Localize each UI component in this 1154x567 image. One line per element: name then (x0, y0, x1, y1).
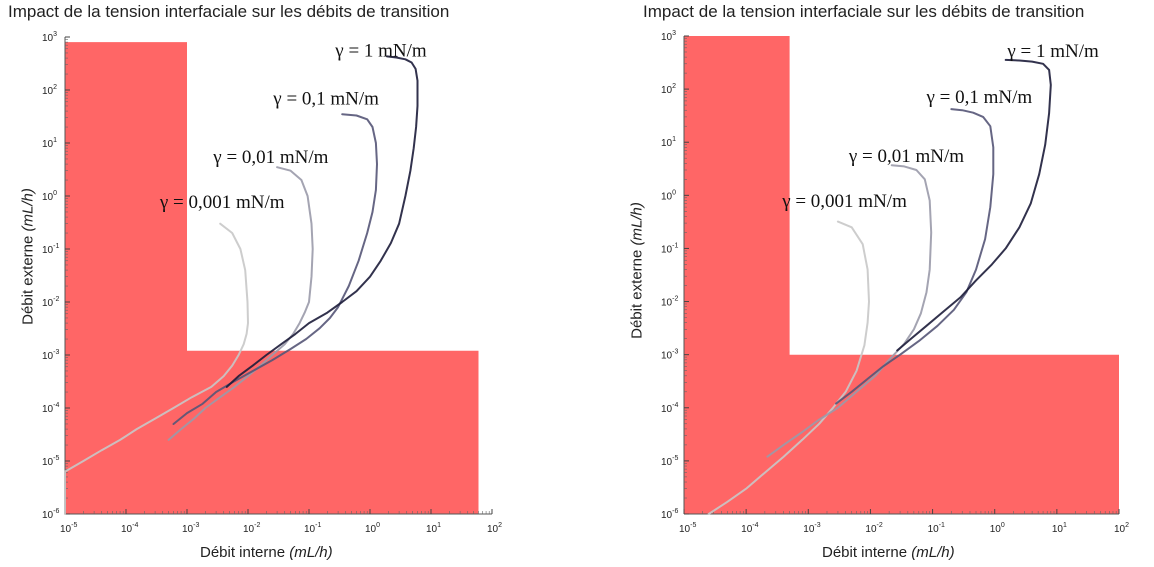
y-tick-label: 10-1 (661, 242, 678, 255)
x-axis-unit: (mL/h) (911, 544, 955, 561)
series-label: γ = 0,001 mN/m (781, 191, 907, 212)
x-axis-label: Débit interne (mL/h) (822, 544, 955, 561)
series-line (896, 58, 1052, 352)
x-tick-label: 10-3 (803, 522, 820, 535)
series-label: γ = 0,001 mN/m (159, 192, 285, 213)
y-tick-label: 102 (42, 84, 57, 97)
chart-plot-right: 10-5 10-4 10-3 10-2 10-1 100 101 10210-610-510-… (661, 30, 1129, 535)
shaded-region (65, 42, 479, 514)
series-label: γ = 0,01 mN/m (848, 146, 964, 167)
x-tick-label: 10-2 (243, 522, 260, 535)
x-tick-label: 101 (426, 522, 441, 535)
y-tick-label: 10-5 (661, 455, 678, 468)
x-tick-label: 10-1 (928, 522, 945, 535)
series-line (707, 220, 870, 515)
series-line (225, 55, 419, 388)
series-label: γ = 0,1 mN/m (272, 89, 379, 110)
y-tick-label: 101 (42, 137, 57, 150)
y-tick-label: 101 (661, 136, 676, 149)
series-line (766, 164, 933, 458)
y-tick-label: 103 (42, 31, 57, 44)
y-tick-label: 10-2 (661, 296, 678, 309)
x-tick-label: 102 (487, 522, 502, 535)
y-tick-label: 10-1 (42, 243, 59, 256)
chart-title: Impact de la tension interfaciale sur le… (643, 2, 1085, 21)
y-tick-label: 102 (661, 83, 676, 96)
y-tick-label: 100 (661, 189, 676, 202)
x-axis-unit: (mL/h) (289, 544, 333, 561)
x-axis-label: Débit interne (mL/h) (200, 544, 333, 561)
x-tick-label: 10-5 (679, 522, 696, 535)
x-tick-label: 10-2 (865, 522, 882, 535)
y-tick-label: 10-6 (42, 508, 59, 521)
x-tick-label: 102 (1114, 522, 1129, 535)
series-label: γ = 1 mN/m (1006, 41, 1099, 62)
x-axis-label-text: Débit interne (200, 544, 286, 561)
y-tick-label: 10-6 (661, 508, 678, 521)
series-label: γ = 0,01 mN/m (212, 147, 328, 168)
series-label: γ = 1 mN/m (334, 40, 427, 61)
x-tick-label: 10-4 (121, 522, 138, 535)
x-tick-label: 100 (990, 522, 1005, 535)
x-tick-label: 100 (365, 522, 380, 535)
chart-panel-right: Impact de la tension interfaciale sur le… (577, 0, 1154, 567)
y-tick-label: 10-5 (42, 455, 59, 468)
series-line (835, 108, 995, 405)
chart-panel-left: Impact de la tension interfaciale sur le… (8, 2, 502, 561)
x-tick-label: 10-3 (182, 522, 199, 535)
x-tick-label: 10-5 (60, 522, 77, 535)
x-tick-label: 10-1 (304, 522, 321, 535)
series-line (64, 222, 249, 515)
series-label: γ = 0,1 mN/m (926, 87, 1033, 108)
x-tick-label: 10-4 (741, 522, 758, 535)
y-tick-label: 10-4 (42, 402, 59, 415)
y-tick-label: 100 (42, 190, 57, 203)
y-tick-label: 10-3 (42, 349, 59, 362)
x-tick-label: 101 (1052, 522, 1067, 535)
y-tick-label: 10-3 (661, 349, 678, 362)
chart-plot-left: 10-5 10-4 10-3 10-2 10-1 100 101 10210-610-510-… (42, 31, 502, 535)
y-tick-label: 10-2 (42, 296, 59, 309)
x-axis-label-text: Débit interne (822, 544, 908, 561)
chart-title: Impact de la tension interfaciale sur le… (8, 2, 450, 21)
y-tick-label: 10-4 (661, 402, 678, 415)
shaded-region (684, 36, 1119, 514)
y-tick-label: 103 (661, 30, 676, 43)
series-line (167, 166, 314, 441)
